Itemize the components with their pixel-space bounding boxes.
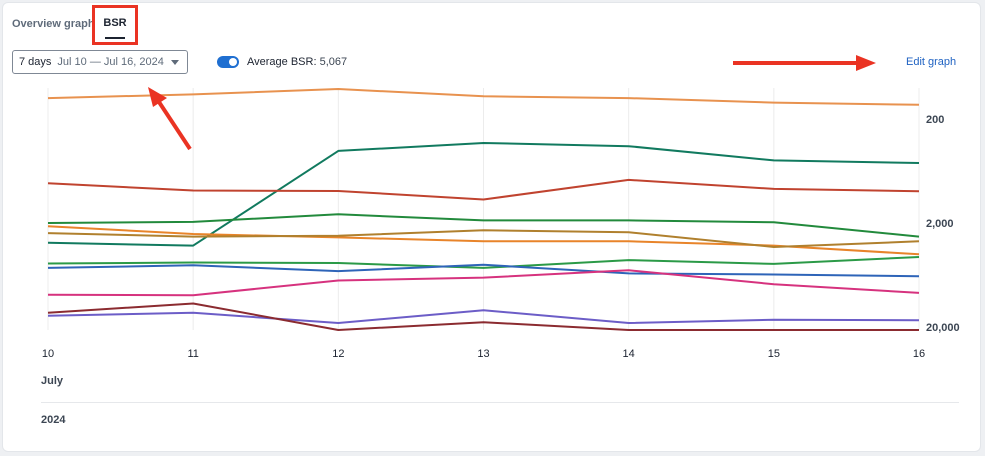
tab-bsr[interactable]: BSR	[92, 5, 138, 45]
series-line-8	[47, 263, 920, 278]
y-tick-label-200: 200	[926, 114, 944, 126]
x-axis-ticks: 10 11 12 13 14 15 16	[42, 348, 925, 360]
edit-graph-link[interactable]: Edit graph	[906, 56, 957, 68]
series-line-6	[47, 229, 920, 248]
tab-active-underline	[105, 37, 125, 39]
x-axis-year-label: 2024	[41, 414, 66, 426]
x-tick-label-14: 14	[623, 348, 635, 360]
annotation-arrow-head-diagonal	[148, 87, 167, 107]
x-tick-label-10: 10	[42, 348, 54, 360]
series-line-9	[47, 269, 920, 297]
tab-bsr-label: BSR	[103, 17, 127, 29]
series-line-3	[47, 178, 920, 201]
x-tick-label-13: 13	[477, 348, 489, 360]
series-line-7	[47, 256, 920, 269]
y-tick-label-2000: 2,000	[926, 218, 954, 230]
toggle-knob	[229, 58, 237, 66]
series-line-4	[47, 213, 920, 238]
date-range-label: 7 days	[19, 56, 52, 68]
axis-separator	[41, 402, 959, 403]
y-tick-label-20000: 20,000	[926, 322, 960, 334]
series-line-5	[47, 225, 920, 256]
series-line-11	[47, 302, 919, 331]
y-axis-ticks: 200 2,000 20,000	[926, 114, 960, 334]
average-bsr-value: 5,067	[319, 56, 348, 68]
x-tick-label-16: 16	[913, 348, 925, 360]
x-tick-label-15: 15	[768, 348, 780, 360]
x-tick-label-12: 12	[332, 348, 344, 360]
average-bsr-label: Average BSR: 5,067	[247, 56, 347, 68]
date-range-dates: Jul 10 — Jul 16, 2024	[57, 56, 164, 68]
series-line-10	[47, 309, 920, 324]
average-bsr-text: Average BSR:	[247, 56, 317, 68]
chevron-down-icon	[171, 60, 179, 65]
series-line-1	[47, 88, 920, 106]
date-range-select[interactable]: 7 days Jul 10 — Jul 16, 2024	[12, 50, 188, 74]
chart-series	[47, 88, 920, 331]
annotation-arrow-line-diagonal	[157, 100, 192, 151]
tab-overview-graph[interactable]: Overview graph	[12, 18, 95, 30]
x-tick-label-11: 11	[187, 348, 198, 360]
annotation-arrow-head-right	[856, 55, 876, 71]
series-line-2	[47, 142, 920, 247]
x-axis-month-label: July	[41, 375, 64, 387]
annotation-arrows	[148, 55, 876, 151]
chart-grid	[47, 88, 920, 330]
average-bsr-toggle[interactable]	[217, 56, 239, 68]
tab-bar: Overview graph	[12, 18, 95, 30]
